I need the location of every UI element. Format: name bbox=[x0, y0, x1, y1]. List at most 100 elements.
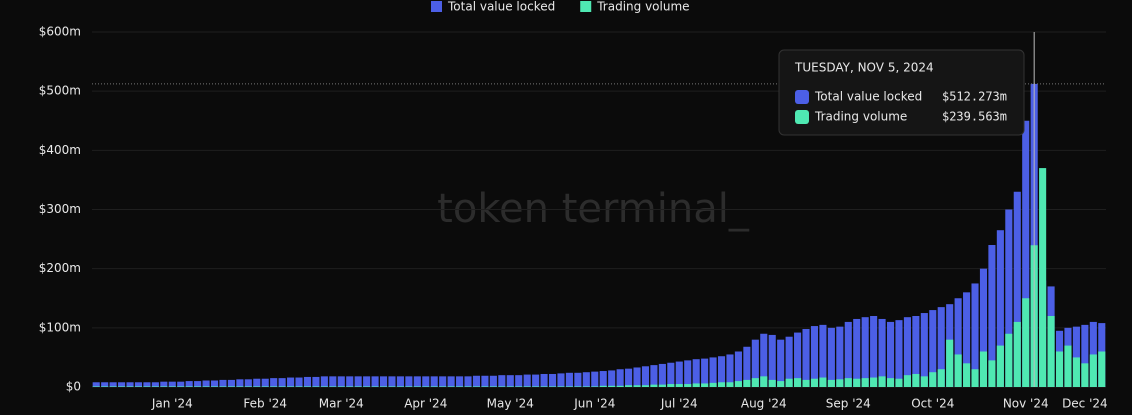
bar bbox=[582, 386, 590, 387]
bar bbox=[971, 283, 979, 387]
x-tick-label: Feb '24 bbox=[243, 397, 287, 411]
bar bbox=[1039, 168, 1047, 387]
bar bbox=[726, 382, 734, 387]
bar bbox=[464, 376, 472, 387]
bar bbox=[963, 363, 971, 387]
bar bbox=[278, 386, 286, 387]
bar bbox=[244, 379, 252, 387]
tooltip-swatch bbox=[795, 90, 809, 104]
tooltip-label: Trading volume bbox=[814, 110, 907, 124]
bar bbox=[489, 375, 497, 387]
bar bbox=[464, 386, 472, 387]
bar bbox=[244, 386, 252, 387]
bar bbox=[337, 376, 345, 387]
bar bbox=[937, 369, 945, 387]
bar bbox=[861, 317, 869, 387]
bar bbox=[827, 379, 835, 387]
tooltip-value: $239.563m bbox=[942, 110, 1007, 124]
bar bbox=[447, 376, 455, 387]
bar bbox=[287, 386, 295, 387]
bar bbox=[219, 386, 227, 387]
bar bbox=[295, 377, 303, 387]
bar bbox=[396, 386, 404, 387]
bar bbox=[253, 378, 261, 387]
bar bbox=[405, 376, 413, 387]
bar bbox=[177, 381, 185, 387]
legend-label: Total value locked bbox=[447, 0, 555, 14]
bar bbox=[287, 377, 295, 387]
bar bbox=[236, 386, 244, 387]
bar bbox=[819, 324, 827, 387]
bar bbox=[498, 375, 506, 387]
bar bbox=[743, 379, 751, 387]
bar bbox=[954, 354, 962, 387]
bar bbox=[599, 385, 607, 387]
tooltip: TUESDAY, NOV 5, 2024 Total value locked $5… bbox=[778, 49, 1025, 136]
bar bbox=[734, 381, 742, 387]
legend-swatch bbox=[431, 1, 442, 12]
bar bbox=[701, 358, 709, 387]
bar bbox=[312, 386, 320, 387]
bar bbox=[261, 386, 269, 387]
bar bbox=[210, 386, 219, 387]
bar bbox=[574, 372, 582, 387]
bar bbox=[734, 351, 742, 387]
bar bbox=[751, 339, 759, 387]
bar bbox=[253, 386, 261, 387]
bar bbox=[270, 378, 278, 387]
x-tick-label: Jan '24 bbox=[151, 397, 193, 411]
bar bbox=[1013, 191, 1021, 387]
x-tick-label: Sep '24 bbox=[826, 397, 871, 411]
bar bbox=[168, 386, 176, 387]
bar bbox=[760, 376, 768, 387]
bar bbox=[903, 317, 911, 387]
bar bbox=[726, 354, 734, 387]
bar bbox=[650, 384, 658, 387]
bar bbox=[134, 386, 143, 387]
bar bbox=[270, 386, 278, 387]
bar bbox=[1022, 120, 1030, 387]
bar bbox=[692, 359, 700, 387]
bar bbox=[701, 383, 709, 387]
bar bbox=[430, 386, 438, 387]
bar bbox=[160, 381, 168, 387]
bar bbox=[853, 378, 861, 387]
bar bbox=[278, 378, 286, 387]
bar bbox=[844, 321, 852, 387]
bar bbox=[320, 376, 328, 387]
bar bbox=[540, 386, 548, 387]
bar bbox=[717, 382, 726, 387]
bar bbox=[295, 386, 303, 387]
bar bbox=[481, 375, 489, 387]
bar bbox=[810, 326, 819, 387]
bar bbox=[413, 386, 421, 387]
bar bbox=[937, 307, 945, 387]
bar bbox=[329, 386, 337, 387]
bar bbox=[929, 310, 937, 387]
bar bbox=[836, 379, 844, 387]
bar bbox=[346, 386, 354, 387]
bar bbox=[523, 374, 531, 387]
bar bbox=[261, 378, 269, 387]
bar bbox=[785, 336, 793, 387]
bar bbox=[794, 378, 802, 387]
bar bbox=[641, 385, 650, 387]
bar bbox=[794, 332, 802, 387]
bar bbox=[1022, 298, 1030, 387]
bar bbox=[126, 386, 134, 387]
bar bbox=[109, 382, 117, 387]
bar bbox=[633, 385, 641, 387]
bar bbox=[92, 382, 100, 387]
bar bbox=[608, 385, 616, 387]
bar bbox=[895, 378, 903, 387]
bar bbox=[861, 378, 869, 387]
bar bbox=[599, 371, 607, 387]
bar bbox=[194, 386, 202, 387]
bar bbox=[929, 372, 937, 387]
bar bbox=[844, 378, 852, 387]
y-tick-label: $0 bbox=[66, 380, 81, 394]
bar bbox=[853, 318, 861, 387]
bar bbox=[777, 381, 785, 387]
bar bbox=[760, 333, 768, 387]
